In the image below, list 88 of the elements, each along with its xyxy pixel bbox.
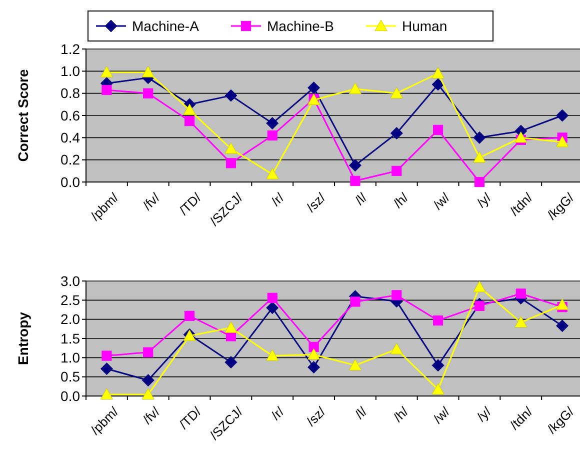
y-tick-label: 1.0: [60, 350, 80, 366]
y-tick-label: 0.4: [60, 130, 80, 146]
point: [348, 159, 362, 172]
point: [267, 130, 278, 140]
x-tick-label: /y/: [474, 190, 494, 210]
y-tick-label: 0.2: [60, 152, 80, 168]
x-tick-label: /fv/: [140, 190, 163, 213]
y-tick-label: 2.5: [60, 292, 80, 308]
point: [556, 109, 569, 122]
point: [348, 359, 362, 370]
point: [142, 66, 154, 78]
point: [224, 89, 238, 102]
point: [390, 126, 403, 140]
x-tick-label: /fv/: [140, 404, 163, 427]
point: [432, 315, 444, 326]
point: [390, 87, 403, 98]
point: [143, 347, 154, 358]
legend-label: Human: [402, 18, 448, 34]
point: [432, 78, 444, 91]
x-tick-label: /h/: [390, 404, 412, 425]
x-tick-label: /h/: [390, 190, 412, 211]
point: [350, 296, 360, 307]
point: [308, 361, 320, 374]
y-tick-label: 1.5: [60, 330, 80, 346]
point: [224, 142, 238, 154]
x-tick-label: /sz/: [303, 190, 329, 215]
x-tick-label: /y/: [474, 404, 494, 424]
point: [224, 356, 238, 369]
point: [142, 388, 154, 400]
point: [432, 383, 444, 395]
point: [432, 124, 444, 135]
point: [432, 67, 444, 78]
x-tick-label: /w/: [430, 404, 453, 426]
point: [473, 151, 486, 163]
point: [514, 131, 528, 143]
point: [183, 104, 196, 116]
point: [473, 280, 486, 292]
y-tick-label: 1.0: [60, 63, 80, 80]
point: [516, 288, 526, 299]
point: [102, 84, 112, 96]
x-tick-label: /w/: [430, 190, 453, 212]
point: [184, 116, 195, 126]
y-tick-label: 0.0: [60, 388, 80, 404]
point: [474, 300, 485, 311]
point: [100, 66, 113, 78]
point: [556, 320, 569, 332]
point: [266, 302, 279, 314]
x-tick-label: /r/: [268, 190, 288, 209]
x-tick-label: /sz/: [303, 404, 329, 429]
point: [226, 158, 236, 168]
point: [100, 362, 113, 376]
point: [348, 82, 362, 94]
y-tick-label: 2.0: [60, 311, 80, 328]
point: [514, 316, 528, 328]
point: [308, 348, 320, 360]
point: [350, 176, 360, 186]
y-tick-label: 0.0: [60, 174, 80, 190]
legend-label: Machine-A: [132, 18, 200, 34]
point: [556, 298, 569, 310]
y-axis-title: Entropy: [15, 312, 31, 365]
point: [474, 176, 485, 188]
point: [100, 388, 113, 400]
point: [184, 310, 195, 321]
point: [432, 359, 444, 372]
point: [308, 82, 320, 94]
point: [473, 131, 486, 144]
point: [142, 374, 154, 387]
point: [390, 342, 403, 354]
y-tick-label: 3.0: [60, 272, 80, 289]
x-tick-label: /l/: [352, 404, 370, 422]
y-tick-label: 0.8: [60, 85, 80, 102]
point: [556, 136, 569, 148]
point: [392, 290, 402, 300]
y-tick-label: 0.5: [60, 368, 80, 385]
point: [266, 168, 279, 180]
point: [102, 350, 112, 361]
y-tick-label: 1.2: [60, 40, 80, 57]
legend-label: Machine-B: [267, 18, 334, 34]
point: [266, 350, 279, 361]
point: [267, 292, 278, 303]
x-tick-label: /r/: [268, 404, 288, 423]
point: [143, 88, 154, 98]
x-tick-label: /l/: [352, 190, 370, 208]
y-tick-label: 0.6: [60, 107, 80, 124]
y-axis-title: Correct Score: [15, 68, 31, 162]
point: [266, 117, 279, 130]
point: [392, 166, 402, 176]
point: [224, 322, 238, 333]
